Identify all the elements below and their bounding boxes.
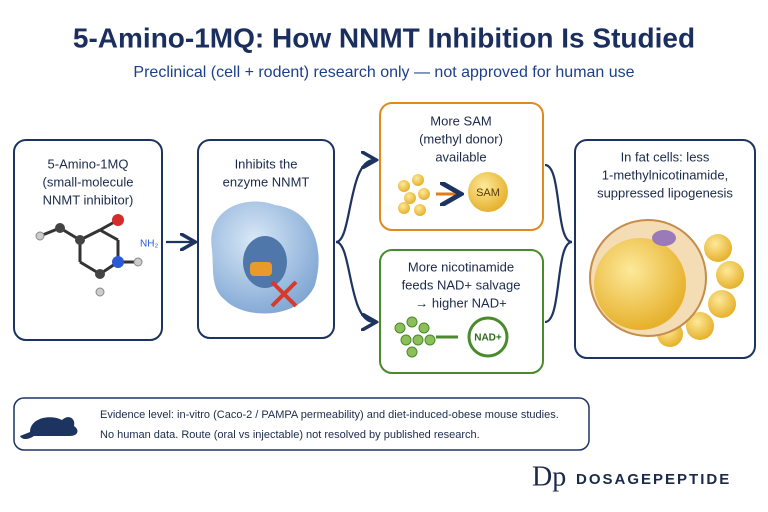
node-label: enzyme NNMT xyxy=(223,174,310,189)
node-label: → higher NAD+ xyxy=(415,295,506,310)
atom xyxy=(133,257,143,267)
node-label: 5-Amino-1MQ xyxy=(48,156,129,171)
atom xyxy=(112,214,124,226)
evidence-text: Evidence level: in-vitro (Caco-2 / PAMPA… xyxy=(100,409,559,421)
node-label: (small-molecule xyxy=(42,174,133,189)
evidence-text: No human data. Route (oral vs injectable… xyxy=(100,429,480,441)
node-label: Inhibits the xyxy=(235,156,298,171)
atom-label: NH₂ xyxy=(140,239,158,250)
inhibitor-icon xyxy=(250,262,272,276)
brand-logo: Dp xyxy=(532,461,566,492)
arrow xyxy=(335,160,374,244)
connector xyxy=(544,240,573,324)
atom xyxy=(95,269,105,279)
connector xyxy=(544,163,573,244)
atom xyxy=(55,223,65,233)
arrow xyxy=(335,240,374,322)
sam-label: SAM xyxy=(476,187,500,199)
atom xyxy=(35,231,45,241)
nad-icon xyxy=(467,316,509,358)
node-label: (methyl donor) xyxy=(419,131,503,146)
mouse-icon xyxy=(20,417,78,439)
atom xyxy=(75,235,85,245)
node-label: More SAM xyxy=(430,113,491,128)
brand-part: PEPTIDE xyxy=(653,471,731,488)
fat-cells-icon xyxy=(657,234,744,347)
title: 5-Amino-1MQ: How NNMT Inhibition Is Stud… xyxy=(73,22,695,53)
node-label: available xyxy=(435,149,486,164)
evidence-box xyxy=(13,397,590,451)
brand-name: DOSAGEPEPTIDE xyxy=(576,471,731,488)
nad-label: NAD+ xyxy=(474,333,502,344)
nucleus xyxy=(652,230,676,246)
node-label: More nicotinamide xyxy=(408,259,514,274)
atom xyxy=(95,287,105,297)
node-label: 1-methylnicotinamide, xyxy=(602,167,728,182)
brand-part: DOSAGE xyxy=(576,471,653,488)
molecules-icon xyxy=(394,316,436,358)
node-label: suppressed lipogenesis xyxy=(597,185,733,200)
sam-icon xyxy=(468,172,508,212)
node-label: NNMT inhibitor) xyxy=(43,192,134,207)
molecules-icon xyxy=(398,174,430,216)
node-label: feeds NAD+ salvage xyxy=(402,277,521,292)
node-box xyxy=(13,139,163,341)
block-mark xyxy=(270,280,298,308)
atom xyxy=(112,256,124,268)
subtitle: Preclinical (cell + rodent) research onl… xyxy=(133,64,634,81)
node-label: In fat cells: less xyxy=(621,149,710,164)
lipid-droplet xyxy=(594,238,686,330)
